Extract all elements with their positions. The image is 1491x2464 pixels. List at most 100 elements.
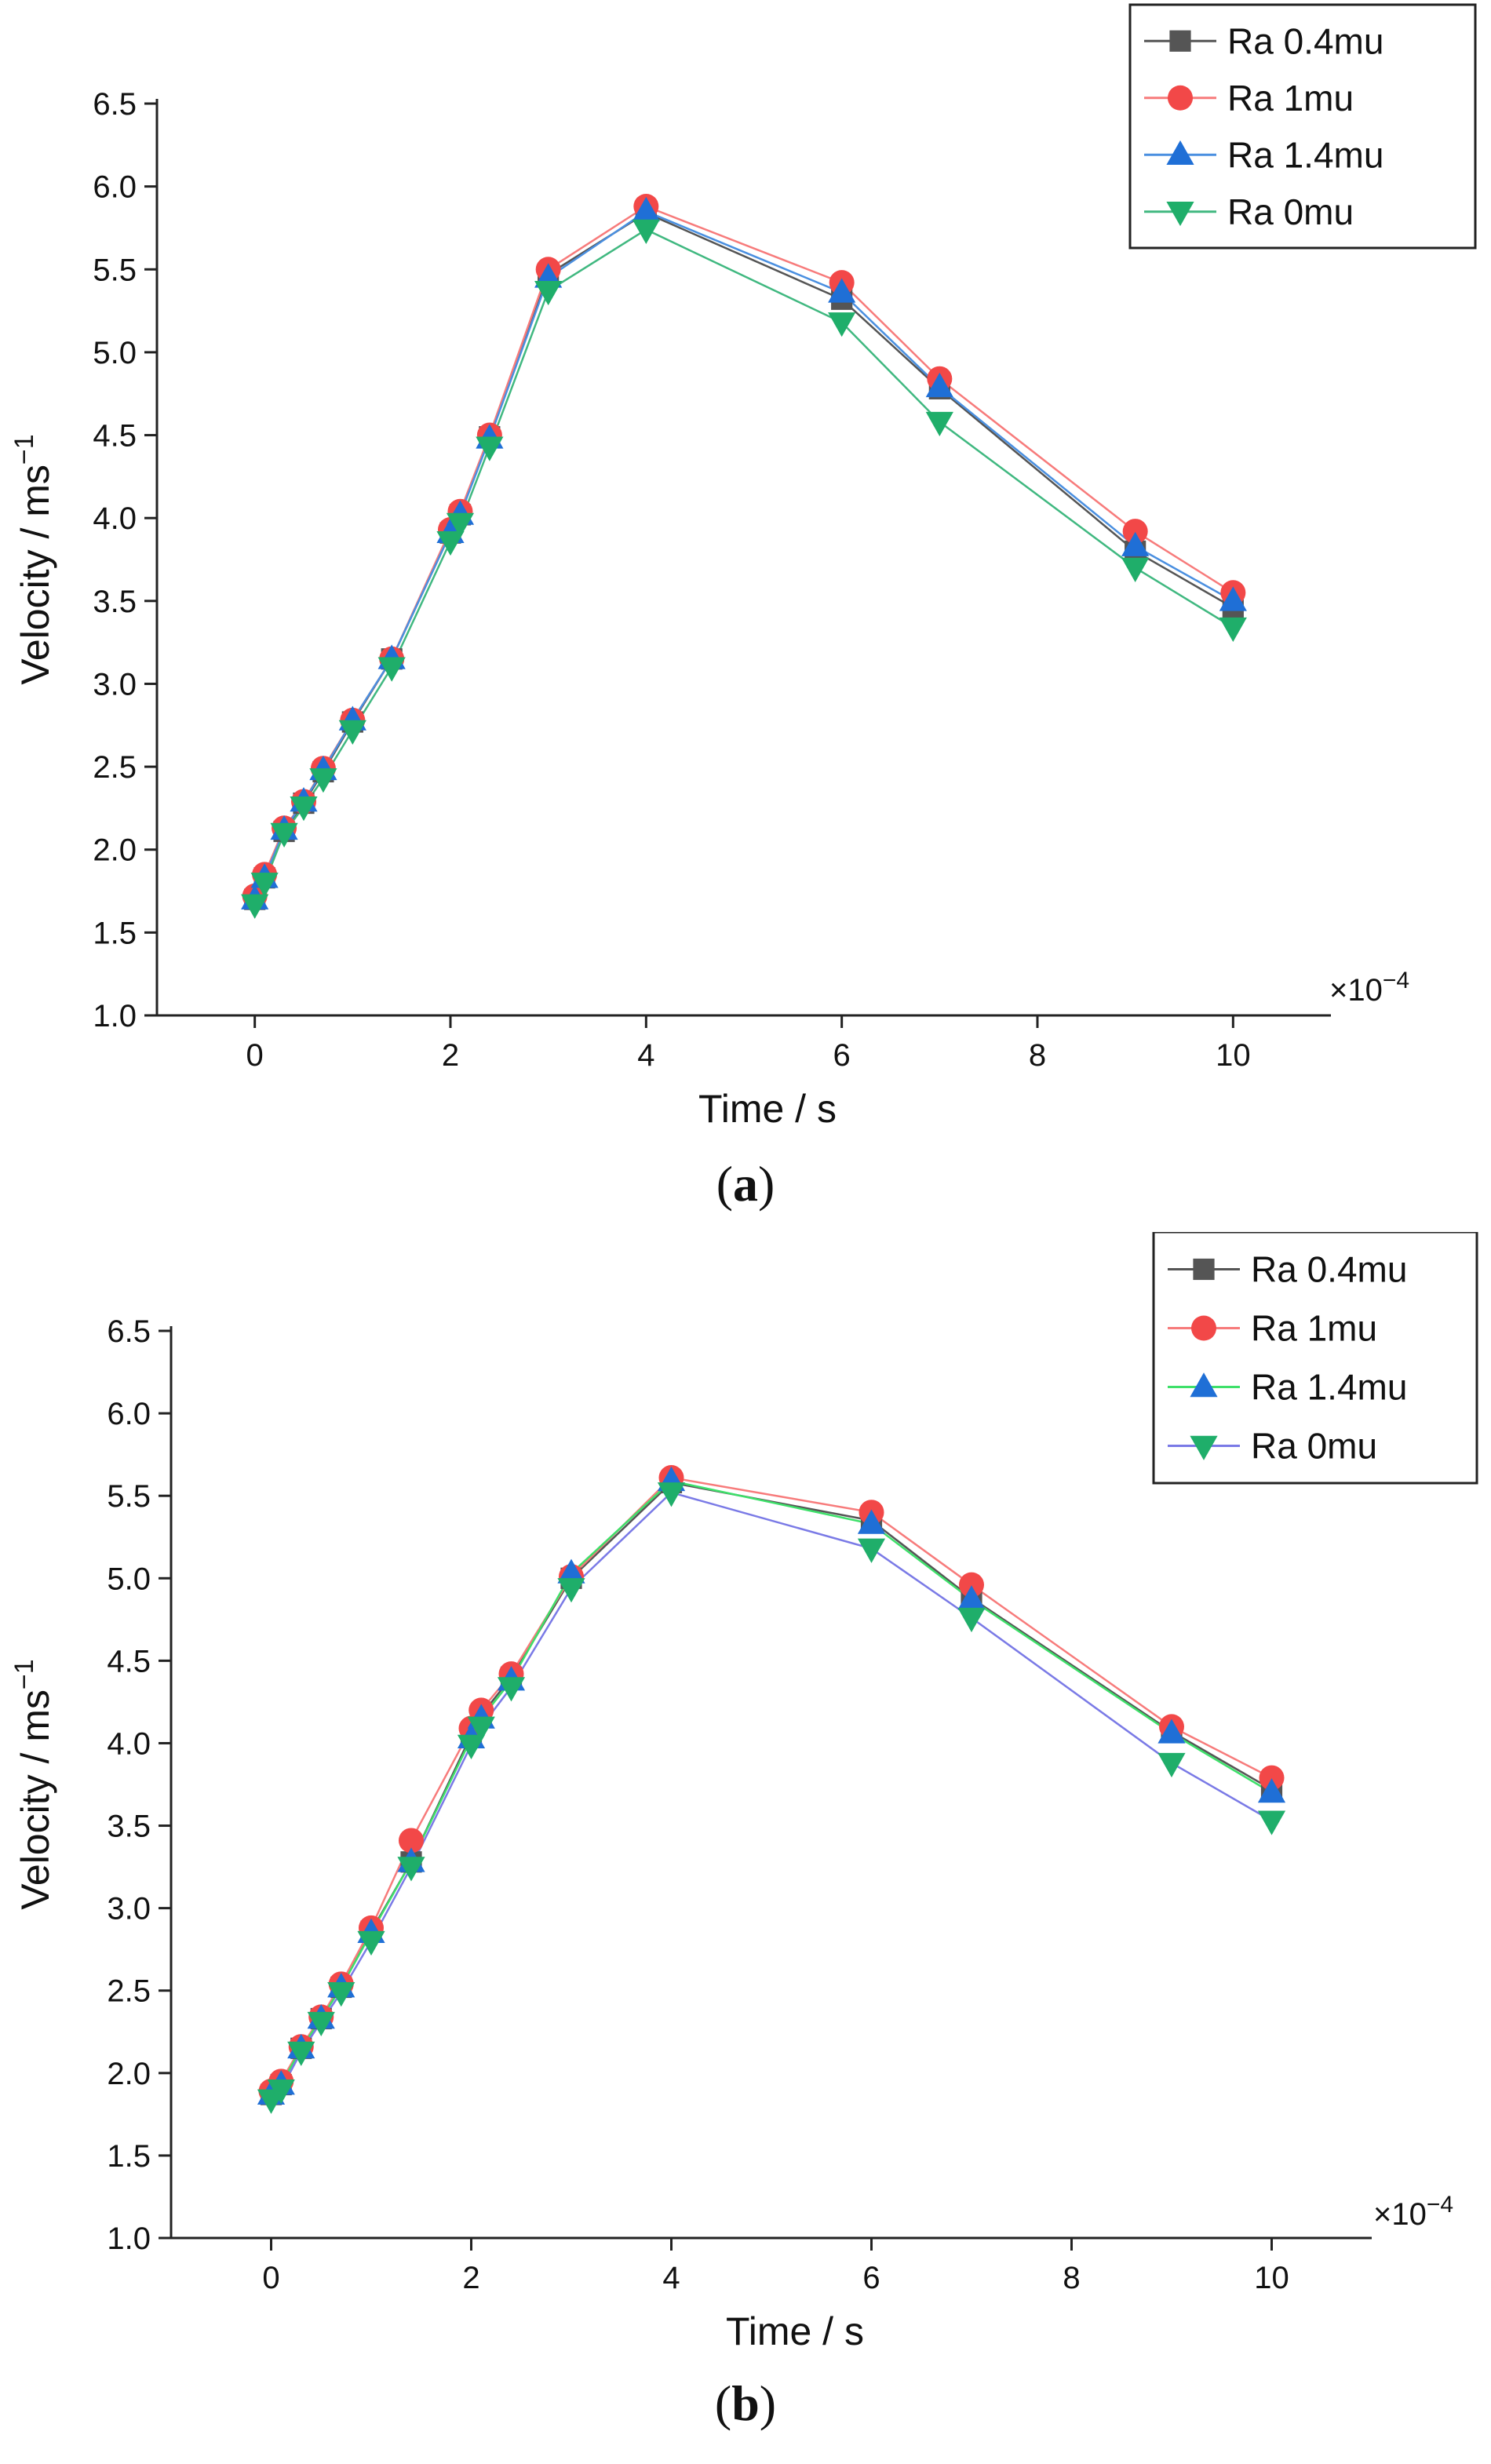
- chart-a-data-point: [338, 720, 366, 745]
- chart-a-y-tick-label: 4.5: [93, 419, 137, 454]
- chart-b-data-point: [1257, 1778, 1286, 1803]
- chart-b-series-line-0: [270, 1482, 1273, 2096]
- chart-a-y-tick-label: 2.5: [93, 750, 137, 785]
- chart-a-x-multiplier: ×10−4: [1329, 968, 1409, 1008]
- chart-b-y-tick-label: 4.5: [107, 1644, 151, 1679]
- chart-b-data-point: [957, 1607, 986, 1633]
- chart-a-data-point: [476, 436, 504, 461]
- chart-a-y-tick-label: 3.0: [93, 667, 137, 702]
- chart-a-y-tick-label: 5.5: [93, 253, 137, 287]
- chart-b-data-point: [457, 1734, 486, 1759]
- chart-b-legend-marker: [1191, 1315, 1216, 1341]
- chart-b-y-tick-label: 4.0: [107, 1726, 151, 1761]
- chart-a-data-point: [632, 219, 660, 244]
- chart-b-legend-marker: [1193, 1258, 1215, 1281]
- chart-b-data-point: [857, 1538, 886, 1563]
- chart-b-data-point: [1157, 1719, 1186, 1744]
- chart-b-data-point: [557, 1558, 585, 1584]
- chart-a-data-point: [377, 657, 406, 682]
- chart-a-legend-label: Ra 1.4mu: [1227, 134, 1383, 175]
- chart-a-data-point: [1122, 519, 1148, 545]
- chart-a-y-tick-label: 1.0: [93, 999, 137, 1033]
- chart-a-legend-marker: [1169, 30, 1191, 52]
- chart-a-data-point: [828, 278, 856, 303]
- chart-a-series-markers-0: [244, 202, 1244, 910]
- chart-a-data-point: [925, 372, 953, 398]
- chart-b-legend-marker: [1190, 1435, 1218, 1460]
- chart-b-data-point: [467, 1716, 495, 1741]
- chart-a-series-line-0: [253, 212, 1234, 900]
- chart-b-data-point: [957, 1585, 986, 1610]
- chart-a-data-point: [828, 312, 856, 337]
- chart-b-data-point: [357, 1930, 385, 1956]
- chart-a-y-axis-title: Velocity / ms−1: [9, 434, 57, 684]
- chart-b-y-tick-label: 5.0: [107, 1562, 151, 1596]
- panel-label-a: (a): [716, 1156, 775, 1212]
- chart-a-y-tick-label: 6.0: [93, 170, 137, 205]
- chart-a-x-tick-label: 2: [442, 1038, 459, 1073]
- chart-b-data-point: [327, 1982, 355, 2007]
- chart-a-data-point: [290, 796, 318, 822]
- chart-b-x-axis-title: Time / s: [726, 2309, 864, 2353]
- chart-a-data-point: [534, 280, 563, 306]
- chart-panel-a: 1.0 1.5 2.0 2.5 3.0 3.5 4.0 4.5 5.0 5.5 6.0 6.5 0 2 4 6…: [9, 3, 1477, 1212]
- chart-b-data-point: [1157, 1752, 1186, 1778]
- chart-a-data-point: [1121, 557, 1150, 582]
- chart-b-data-point: [1259, 1765, 1285, 1791]
- chart-b: 1.0 1.5 2.0 2.5 3.0 3.5 4.0 4.5 5.0 5.5 6.0 6.5 0 2 4 6…: [9, 1232, 1478, 2353]
- chart-a-data-point: [446, 512, 475, 538]
- chart-b-series-line-2: [270, 1479, 1273, 2096]
- chart-a-y-tick-label: 1.5: [93, 916, 137, 950]
- chart-b-data-point: [397, 1857, 425, 1882]
- chart-a-legend-label: Ra 0.4mu: [1227, 20, 1383, 61]
- chart-a-data-point: [1219, 617, 1247, 643]
- chart-a-x-tick-label: 4: [637, 1038, 654, 1073]
- chart-a-legend-label: Ra 0mu: [1227, 191, 1354, 232]
- chart-b-y-tick-label: 6.0: [107, 1397, 151, 1431]
- chart-b-data-point: [307, 2011, 335, 2037]
- chart-a: 1.0 1.5 2.0 2.5 3.0 3.5 4.0 4.5 5.0 5.5 6.0 6.5 0 2 4 6…: [9, 3, 1477, 1131]
- chart-b-legend-label: Ra 0mu: [1251, 1426, 1377, 1467]
- chart-b-series-markers-3: [257, 1482, 1286, 2114]
- chart-b-x-tick-label: 10: [1254, 2261, 1289, 2295]
- chart-a-series-markers-3: [241, 219, 1247, 919]
- chart-a-y-tick-label: 5.0: [93, 336, 137, 370]
- chart-a-data-point: [309, 768, 337, 793]
- chart-b-data-point: [399, 1828, 424, 1853]
- chart-a-legend: Ra 0.4mu Ra 1mu Ra 1.4mu Ra 0mu: [1128, 3, 1477, 250]
- chart-b-y-tick-label: 2.5: [107, 1974, 151, 2009]
- chart-b-x-multiplier: ×10−4: [1373, 2192, 1453, 2232]
- chart-b-series-markers-0: [260, 1471, 1283, 2105]
- chart-b-legend: Ra 0.4mu Ra 1mu Ra 1.4mu Ra 0mu: [1152, 1232, 1478, 1485]
- chart-a-legend-label: Ra 1mu: [1227, 78, 1354, 118]
- chart-a-x-axis-title: Time / s: [698, 1087, 837, 1131]
- chart-a-data-point: [632, 196, 660, 222]
- chart-a-series-line-1: [253, 205, 1234, 897]
- chart-b-y-tick-label: 5.5: [107, 1479, 151, 1514]
- chart-b-y-tick-label: 3.5: [107, 1810, 151, 1844]
- chart-a-data-point: [250, 873, 279, 898]
- chart-b-y-tick-label: 1.0: [107, 2222, 151, 2256]
- chart-b-legend-marker: [1190, 1372, 1218, 1398]
- chart-b-y-tick-label: 3.0: [107, 1892, 151, 1926]
- chart-b-data-point: [287, 2041, 315, 2066]
- chart-b-legend-label: Ra 1mu: [1251, 1308, 1377, 1349]
- chart-a-data-point: [270, 822, 298, 847]
- chart-b-data-point: [657, 1482, 686, 1507]
- chart-a-data-point: [925, 411, 953, 437]
- chart-a-x-tick-label: 8: [1029, 1038, 1046, 1073]
- chart-b-y-axis-title: Velocity / ms−1: [9, 1659, 57, 1909]
- chart-a-data-point: [1121, 531, 1150, 556]
- chart-b-x-tick-label: 6: [862, 2261, 880, 2295]
- chart-a-y-tick-label: 3.5: [93, 585, 137, 619]
- chart-a-series-markers-2: [241, 196, 1247, 909]
- chart-b-data-point: [557, 1578, 585, 1603]
- chart-b-data-point: [959, 1572, 984, 1598]
- chart-panel-b: 1.0 1.5 2.0 2.5 3.0 3.5 4.0 4.5 5.0 5.5 6.0 6.5 0 2 4 6…: [0, 1232, 1491, 2464]
- chart-b-data-point: [1257, 1810, 1286, 1835]
- chart-a-legend-marker: [1166, 201, 1194, 227]
- chart-b-legend-label: Ra 1.4mu: [1251, 1367, 1407, 1408]
- chart-b-data-point: [857, 1509, 886, 1534]
- chart-a-data-point: [241, 894, 269, 919]
- chart-a-legend-marker: [1168, 85, 1193, 111]
